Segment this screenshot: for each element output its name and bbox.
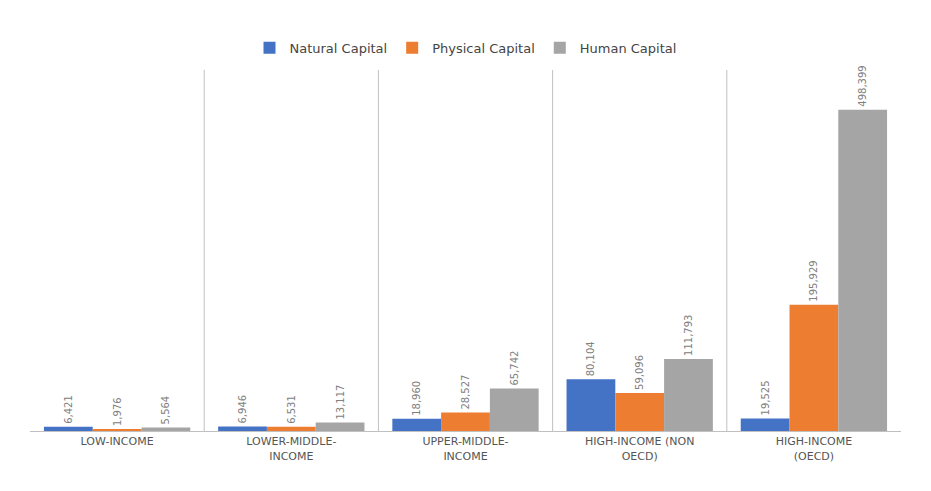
svg-text:HIGH-INCOME(OECD): HIGH-INCOME(OECD): [776, 435, 853, 462]
svg-text:LOW-INCOME: LOW-INCOME: [81, 435, 154, 448]
svg-text:UPPER-MIDDLE-INCOME: UPPER-MIDDLE-INCOME: [422, 435, 508, 462]
svg-text:Human Capital: Human Capital: [580, 41, 677, 56]
svg-text:13,117: 13,117: [335, 385, 346, 420]
svg-text:59,096: 59,096: [634, 355, 645, 390]
svg-text:80,104: 80,104: [585, 341, 596, 376]
svg-text:Physical Capital: Physical Capital: [432, 41, 535, 56]
svg-text:6,531: 6,531: [286, 395, 297, 424]
svg-text:498,399: 498,399: [857, 65, 868, 106]
svg-text:LOWER-MIDDLE-INCOME: LOWER-MIDDLE-INCOME: [246, 435, 336, 462]
svg-text:HIGH-INCOME (NONOECD): HIGH-INCOME (NONOECD): [585, 435, 694, 462]
svg-text:111,793: 111,793: [683, 315, 694, 356]
svg-text:19,525: 19,525: [760, 380, 771, 415]
svg-text:65,742: 65,742: [509, 351, 520, 386]
svg-text:5,564: 5,564: [160, 396, 171, 425]
svg-text:18,960: 18,960: [411, 381, 422, 416]
svg-text:195,929: 195,929: [808, 260, 819, 301]
svg-text:28,527: 28,527: [460, 375, 471, 410]
svg-text:6,421: 6,421: [63, 395, 74, 424]
svg-text:Natural Capital: Natural Capital: [290, 41, 388, 56]
svg-text:1,976: 1,976: [112, 397, 123, 426]
svg-text:6,946: 6,946: [237, 395, 248, 424]
